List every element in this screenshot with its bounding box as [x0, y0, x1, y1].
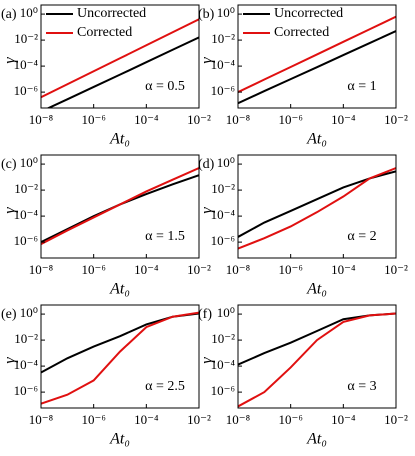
panel: 10⁻⁸ 10⁻⁶ 10⁻⁴ 10⁻² 10⁻⁶ 10⁻⁴ 10⁻² 10⁰ At₀ γ (f) α …: [198, 304, 408, 448]
panel-label: (e): [1, 307, 17, 322]
x-tick-label: 10⁻⁴: [134, 412, 159, 427]
x-tick-label: 10⁻²: [187, 262, 211, 277]
annotation: α = 1: [347, 79, 376, 94]
x-tick-label: 10⁻²: [384, 112, 408, 127]
x-axis-label: At₀: [109, 281, 130, 298]
plot-frame: [40, 304, 200, 409]
y-tick-label: 10⁰: [20, 5, 38, 20]
x-tick-label: 10⁻²: [187, 412, 211, 427]
y-tick-label: 10⁻⁴: [211, 357, 236, 372]
legend-label: Corrected: [77, 25, 132, 40]
y-tick-label: 10⁻⁶: [211, 233, 235, 248]
annotation: α = 2: [347, 229, 376, 244]
y-axis-label: γ: [199, 207, 216, 214]
y-axis-label: γ: [2, 57, 19, 64]
panel-label: (a): [1, 7, 17, 22]
panel: 10⁻⁸ 10⁻⁶ 10⁻⁴ 10⁻² 10⁻⁶ 10⁻⁴ 10⁻² 10⁰ At₀ γ (a) α …: [1, 4, 211, 148]
x-tick-label: 10⁻⁴: [331, 112, 356, 127]
x-tick-label: 10⁻⁴: [134, 262, 159, 277]
y-tick-label: 10⁰: [217, 5, 235, 20]
y-tick-label: 10⁻²: [14, 31, 38, 46]
y-tick-label: 10⁻²: [14, 331, 38, 346]
x-tick-label: 10⁻⁸: [226, 412, 251, 427]
x-tick-label: 10⁻⁶: [278, 412, 302, 427]
y-tick-label: 10⁻⁶: [211, 83, 235, 98]
y-tick-label: 10⁻²: [211, 331, 235, 346]
panel: 10⁻⁸ 10⁻⁶ 10⁻⁴ 10⁻² 10⁻⁶ 10⁻⁴ 10⁻² 10⁰ At₀ γ (d) α …: [198, 154, 408, 298]
series-line: [41, 167, 199, 245]
series-line: [46, 36, 199, 108]
panel-label: (d): [198, 157, 215, 172]
y-tick-label: 10⁻⁴: [211, 207, 236, 222]
y-tick-label: 10⁻⁶: [14, 83, 38, 98]
y-axis-label: γ: [199, 57, 216, 64]
y-tick-label: 10⁻⁶: [211, 383, 235, 398]
x-tick-label: 10⁻⁶: [81, 112, 105, 127]
x-tick-label: 10⁻⁸: [29, 112, 54, 127]
annotation: α = 3: [347, 379, 376, 394]
legend-label: Uncorrected: [274, 6, 343, 21]
panel-label: (b): [198, 7, 215, 22]
series-line: [238, 312, 396, 408]
y-tick-label: 10⁰: [217, 155, 235, 170]
x-tick-label: 10⁻²: [384, 412, 408, 427]
plot-frame: [40, 4, 200, 109]
series-line: [238, 30, 396, 105]
y-tick-label: 10⁰: [20, 305, 38, 320]
x-tick-label: 10⁻⁴: [134, 112, 159, 127]
x-tick-label: 10⁻²: [187, 112, 211, 127]
panel-label: (f): [198, 307, 212, 322]
y-tick-label: 10⁻⁶: [14, 383, 38, 398]
y-tick-label: 10⁻⁶: [14, 233, 38, 248]
x-tick-label: 10⁻⁸: [29, 412, 54, 427]
y-tick-label: 10⁻⁴: [14, 57, 39, 72]
panel-label: (c): [1, 157, 17, 172]
x-tick-label: 10⁻⁴: [331, 412, 356, 427]
series-line: [41, 18, 199, 99]
y-tick-label: 10⁻⁴: [14, 357, 39, 372]
series-line: [41, 312, 199, 374]
panel: 10⁻⁸ 10⁻⁶ 10⁻⁴ 10⁻² 10⁻⁶ 10⁻⁴ 10⁻² 10⁰ At₀ γ (e) α …: [1, 304, 211, 448]
y-tick-label: 10⁻²: [14, 181, 38, 196]
y-axis-label: γ: [2, 207, 19, 214]
y-tick-label: 10⁻²: [211, 31, 235, 46]
annotation: α = 0.5: [145, 79, 185, 94]
y-axis-label: γ: [2, 357, 19, 364]
x-tick-label: 10⁻⁶: [278, 112, 302, 127]
annotation: α = 2.5: [145, 379, 185, 394]
x-tick-label: 10⁻⁸: [29, 262, 54, 277]
panel: 10⁻⁸ 10⁻⁶ 10⁻⁴ 10⁻² 10⁻⁶ 10⁻⁴ 10⁻² 10⁰ At₀ γ (c) α …: [1, 154, 211, 298]
x-axis-label: At₀: [306, 431, 327, 448]
legend-label: Uncorrected: [77, 6, 146, 21]
y-tick-label: 10⁻⁴: [211, 57, 236, 72]
series-line: [238, 15, 396, 94]
annotation: α = 1.5: [145, 229, 185, 244]
x-axis-label: At₀: [306, 281, 327, 298]
panel: 10⁻⁸ 10⁻⁶ 10⁻⁴ 10⁻² 10⁻⁶ 10⁻⁴ 10⁻² 10⁰ At₀ γ (b) α …: [198, 4, 408, 148]
y-tick-label: 10⁰: [20, 155, 38, 170]
plot-frame: [237, 4, 397, 109]
x-tick-label: 10⁻⁶: [81, 262, 105, 277]
x-tick-label: 10⁻²: [384, 262, 408, 277]
y-tick-label: 10⁻²: [211, 181, 235, 196]
x-tick-label: 10⁻⁸: [226, 112, 251, 127]
x-axis-label: At₀: [109, 431, 130, 448]
series-line: [238, 167, 396, 250]
y-tick-label: 10⁰: [217, 305, 235, 320]
series-line: [41, 311, 199, 405]
y-axis-label: γ: [199, 357, 216, 364]
plot-frame: [40, 154, 200, 259]
plot-frame: [237, 304, 397, 409]
x-tick-label: 10⁻⁶: [81, 412, 105, 427]
x-tick-label: 10⁻⁶: [278, 262, 302, 277]
legend-label: Corrected: [274, 25, 329, 40]
x-axis-label: At₀: [306, 131, 327, 148]
plot-frame: [237, 154, 397, 259]
y-tick-label: 10⁻⁴: [14, 207, 39, 222]
x-axis-label: At₀: [109, 131, 130, 148]
series-line: [238, 170, 396, 238]
x-tick-label: 10⁻⁴: [331, 262, 356, 277]
x-tick-label: 10⁻⁸: [226, 262, 251, 277]
